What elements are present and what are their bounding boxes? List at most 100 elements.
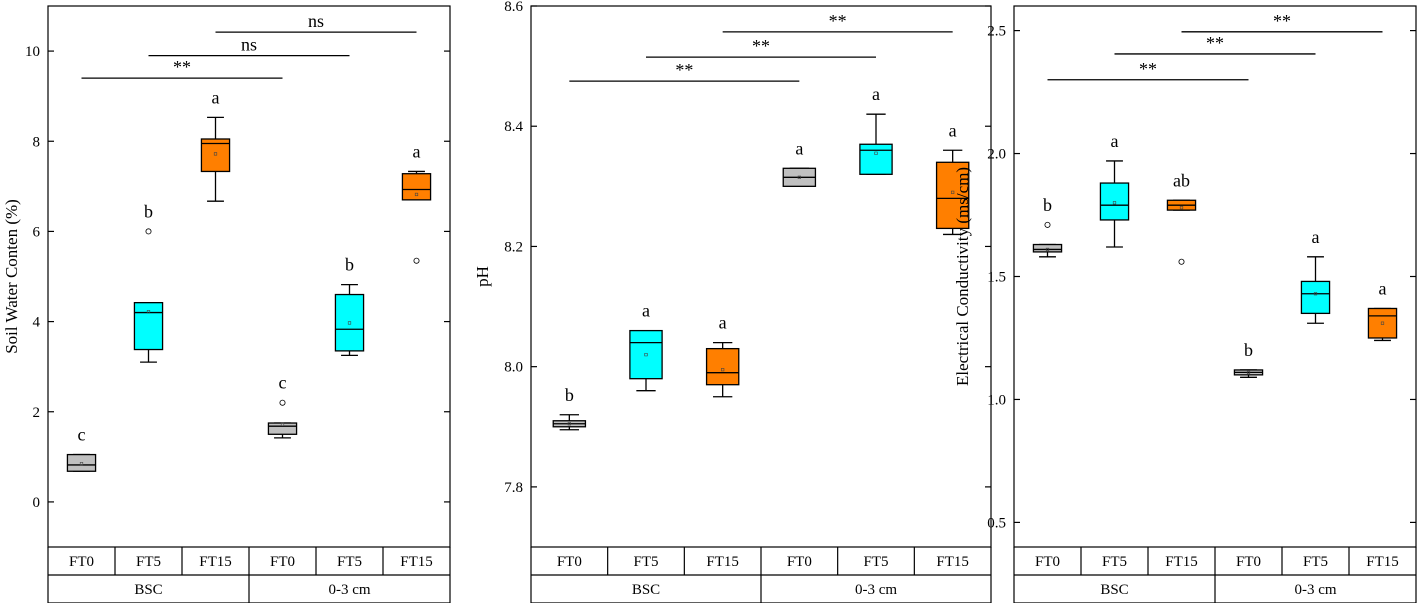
category-label: FT0 <box>1035 554 1060 570</box>
box-ft5-4: a <box>859 84 893 175</box>
significance-letter: b <box>345 255 354 275</box>
comparison-label: ** <box>1139 59 1157 79</box>
comparison-label: ** <box>1206 33 1224 53</box>
mean-marker <box>146 310 151 314</box>
category-label: FT0 <box>787 554 812 570</box>
y-axis-title: pH <box>473 266 492 287</box>
box-ft15-2: ab <box>1166 170 1197 265</box>
mean-marker <box>1045 247 1050 252</box>
mean-marker <box>567 422 571 426</box>
box-body <box>1367 307 1398 339</box>
y-tick-label: 10 <box>25 44 40 60</box>
significance-letter: a <box>795 138 803 158</box>
mean-marker <box>1380 321 1385 325</box>
significance-letter: b <box>1244 340 1253 360</box>
box-body <box>133 301 164 351</box>
group-label: 0-3 cm <box>328 582 370 598</box>
comparison-label: ns <box>241 35 257 55</box>
y-tick-label: 0 <box>33 495 41 511</box>
box-body <box>200 138 231 173</box>
y-tick-label: 2.0 <box>987 147 1006 163</box>
y-tick-label: 4 <box>33 315 41 331</box>
category-label: FT5 <box>136 554 161 570</box>
significance-letter: a <box>1111 131 1119 151</box>
y-tick-label: 1.5 <box>987 270 1006 286</box>
box-ft15-5: a <box>401 141 432 264</box>
group-label: 0-3 cm <box>855 582 897 598</box>
significance-letter: c <box>78 425 86 445</box>
box-ft5-1: a <box>629 301 663 392</box>
outlier-point <box>279 399 286 406</box>
significance-letter: a <box>719 313 727 333</box>
mean-marker <box>951 190 955 194</box>
category-label: FT5 <box>633 554 658 570</box>
y-tick-label: 8.4 <box>504 119 523 135</box>
group-label: BSC <box>134 582 162 598</box>
mean-marker <box>874 151 878 155</box>
group-label: BSC <box>632 582 660 598</box>
box-body <box>629 329 663 380</box>
y-axis-title: Electrical Conductivity (ms/cm) <box>953 167 972 386</box>
box-ft0-0: b <box>552 385 587 431</box>
box-ft5-1: b <box>133 201 164 363</box>
significance-letter: b <box>144 201 153 221</box>
y-tick-label: 8.2 <box>504 239 523 255</box>
significance-letter: c <box>279 373 287 393</box>
category-label: FT0 <box>1236 554 1261 570</box>
mean-marker <box>644 353 648 357</box>
y-tick-label: 2.5 <box>987 24 1006 40</box>
box-ft0-3: b <box>1233 340 1264 378</box>
box-ft0-0: b <box>1032 195 1063 258</box>
category-label: FT5 <box>863 554 888 570</box>
category-label: FT15 <box>936 554 969 570</box>
mean-marker <box>1112 201 1117 205</box>
comparison-label: ** <box>1273 11 1291 31</box>
y-tick-label: 7.8 <box>504 480 523 496</box>
comparison-label: ** <box>752 36 770 56</box>
comparison-label: ** <box>829 11 847 31</box>
significance-letter: a <box>949 120 957 140</box>
box-ft5-1: a <box>1099 131 1130 248</box>
box-body <box>66 453 97 472</box>
category-label: FT15 <box>400 554 433 570</box>
category-label: FT0 <box>270 554 295 570</box>
mean-marker <box>1246 370 1251 375</box>
comparison-label: ** <box>675 60 693 80</box>
category-label: FT15 <box>706 554 739 570</box>
box-ft0-0: c <box>66 425 97 472</box>
panel-electrical-conductivity: 0.5 1.0 1.5 2.0 2.5 Electrical Conductivity (… <box>953 5 1417 603</box>
group-label: BSC <box>1100 582 1128 598</box>
significance-letter: a <box>872 84 880 104</box>
significance-letter: b <box>565 385 574 405</box>
plot-frame <box>530 5 992 548</box>
box-body <box>859 143 893 175</box>
category-label: FT5 <box>1303 554 1328 570</box>
box-body <box>705 347 740 386</box>
category-label: FT15 <box>1165 554 1198 570</box>
category-label: FT15 <box>199 554 232 570</box>
category-label: FT5 <box>337 554 362 570</box>
category-label: FT5 <box>1102 554 1127 570</box>
box-body <box>1300 280 1331 315</box>
y-axis-title: Soil Water Conten (%) <box>2 199 21 354</box>
y-tick-label: 1.0 <box>987 392 1006 408</box>
category-label: FT0 <box>557 554 582 570</box>
outlier-point <box>413 257 420 264</box>
outlier-point <box>145 228 152 235</box>
mean-marker <box>213 152 218 156</box>
mean-marker <box>414 192 419 197</box>
significance-letter: a <box>642 301 650 321</box>
mean-marker <box>79 461 84 466</box>
significance-letter: a <box>212 87 220 107</box>
box-ft15-5: a <box>935 120 970 236</box>
box-ft0-3: c <box>267 373 298 439</box>
box-ft5-4: b <box>334 255 365 357</box>
significance-letter: b <box>1043 195 1052 215</box>
significance-letter: a <box>1312 227 1320 247</box>
outlier-point <box>1178 258 1185 265</box>
y-tick-label: 8.6 <box>504 0 523 15</box>
comparison-label: ns <box>308 11 324 31</box>
mean-marker <box>797 175 801 179</box>
significance-letter: ab <box>1173 170 1190 190</box>
